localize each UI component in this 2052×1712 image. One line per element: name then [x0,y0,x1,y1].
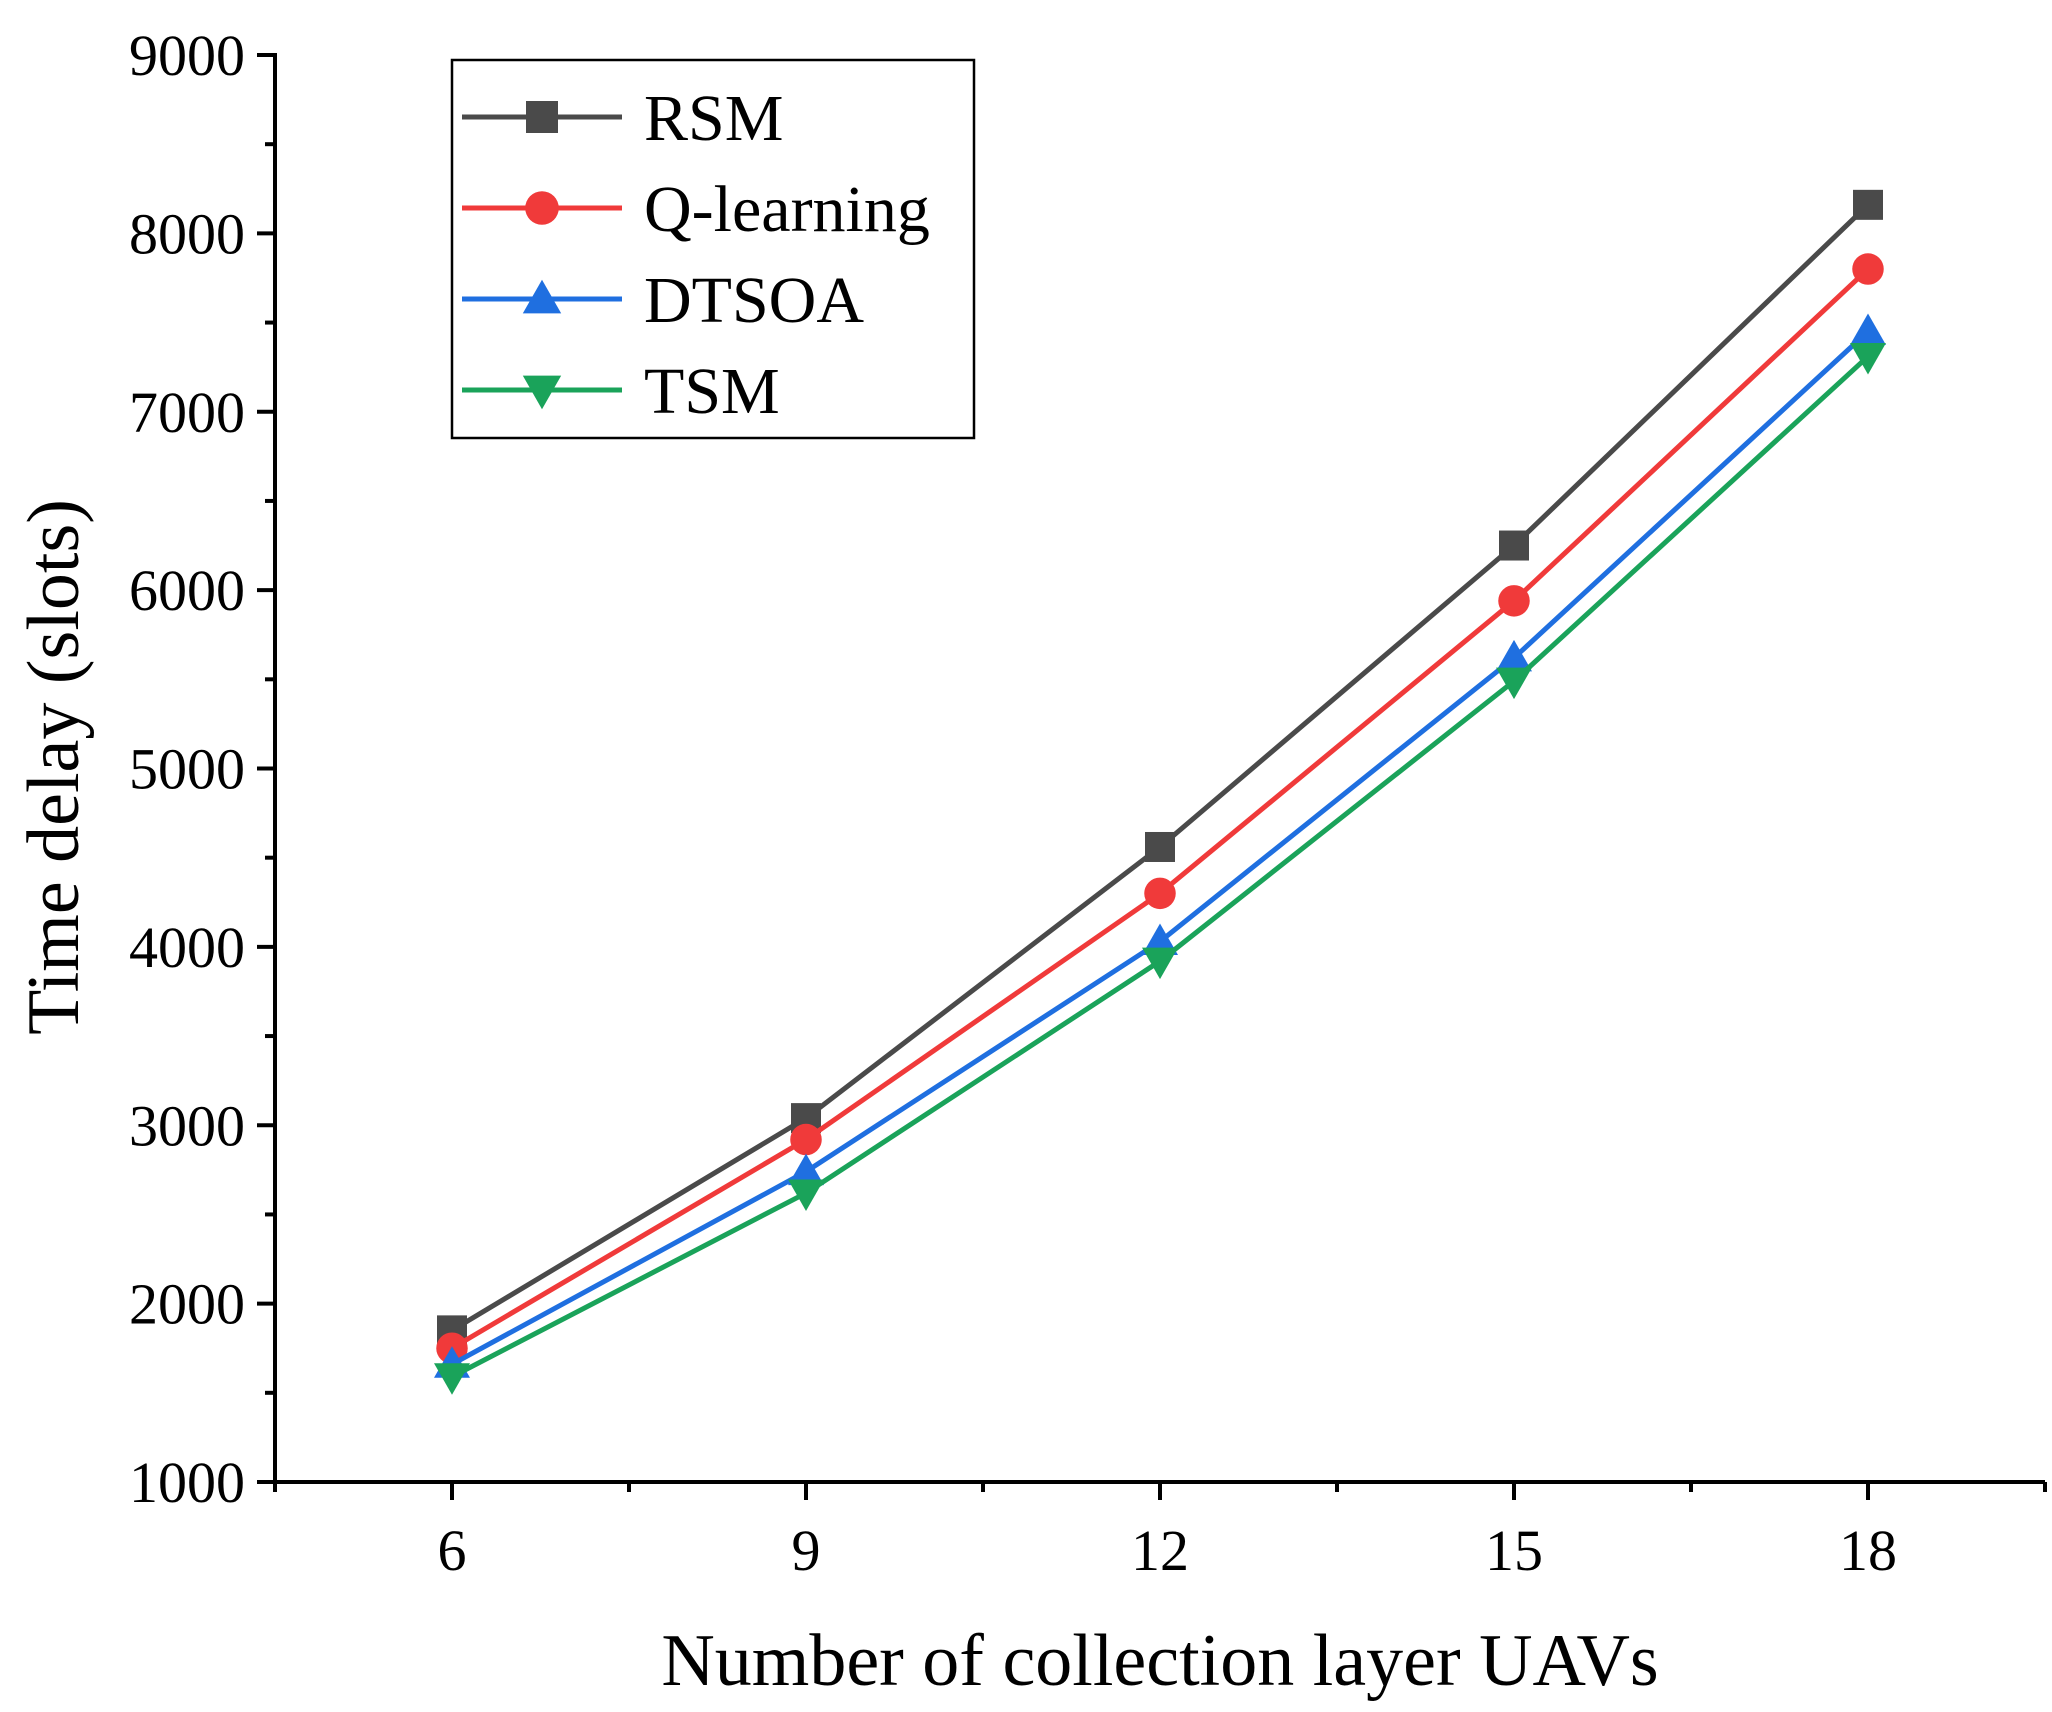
series-q-learning [436,253,1884,1364]
data-point [1850,313,1886,345]
axes: 1000 2000 3000 4000 5000 6000 7000 8000 9000 6 9 12… [129,23,2047,1583]
legend-entry: Q-learning [462,173,930,246]
y-tick-label: 6000 [129,558,245,623]
data-point [1142,947,1178,980]
x-tick-label: 18 [1839,1518,1897,1583]
series-tsm [434,342,1886,1395]
series-rsm [437,189,1883,1346]
y-tick-label: 7000 [129,380,245,445]
legend-entry: TSM [462,355,780,428]
y-tick-label: 1000 [129,1450,245,1515]
y-axis-title: Time delay (slots) [13,499,95,1035]
data-point [1852,253,1884,285]
data-point [1498,585,1530,617]
data-point [1145,831,1175,862]
data-point [1142,923,1178,956]
legend-label: TSM [644,355,780,428]
legend-marker [525,191,559,225]
x-tick-label: 9 [792,1518,821,1583]
data-point [788,1179,824,1212]
data-point [1496,667,1532,700]
y-tick-label: 2000 [129,1272,245,1337]
legend-entry: DTSOA [462,264,864,337]
legend-label: RSM [644,82,783,155]
x-tick-label: 12 [1131,1518,1189,1583]
y-tick-label: 3000 [129,1093,245,1158]
x-axis-title: Number of collection layer UAVs [661,1620,1658,1702]
y-tick-label: 9000 [129,23,245,88]
y-tick-label: 8000 [129,201,245,266]
legend: RSM Q-learning DTSOA TSM [450,58,976,440]
data-point [790,1123,822,1156]
legend-entry: RSM [462,82,783,155]
legend-marker [526,101,558,133]
y-tick-label: 4000 [129,915,245,980]
data-point [1496,639,1532,672]
legend-label: Q-learning [644,173,930,246]
y-tick-label: 5000 [129,737,245,802]
legend-marker [522,279,562,314]
data-point [1144,877,1176,910]
series-dtsoa [434,313,1886,1378]
x-tick-label: 6 [438,1518,467,1583]
series-layer [434,189,1886,1395]
x-tick-label: 15 [1485,1518,1543,1583]
data-point [1499,530,1529,561]
data-point [434,1363,470,1395]
legend-marker [522,375,562,410]
data-point [788,1153,824,1186]
data-point [1853,189,1883,220]
legend-label: DTSOA [644,264,864,337]
data-point [1850,342,1886,375]
